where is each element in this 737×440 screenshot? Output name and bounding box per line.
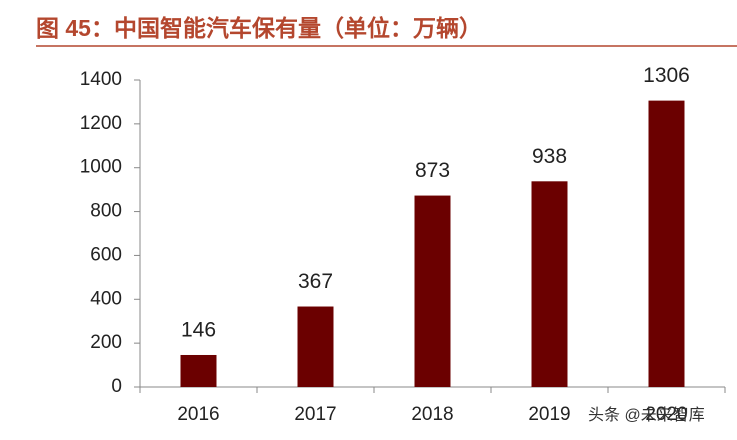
- x-tick-label: 2016: [177, 404, 219, 425]
- x-tick-label: 2019: [528, 404, 570, 425]
- value-label: 873: [415, 159, 450, 182]
- value-label: 938: [532, 145, 567, 168]
- y-tick-label: 1200: [80, 113, 122, 134]
- value-label: 367: [298, 270, 333, 293]
- chart-title: 图 45：中国智能汽车保有量（单位：万辆）: [36, 15, 482, 41]
- bar: [180, 354, 217, 387]
- bar: [297, 306, 334, 387]
- y-tick-label: 400: [90, 288, 122, 309]
- y-tick-label: 600: [90, 244, 122, 265]
- bar: [531, 181, 568, 387]
- y-tick-label: 200: [90, 332, 122, 353]
- bar: [414, 195, 451, 387]
- watermark: 头条 @未来智库: [588, 406, 705, 424]
- value-label: 146: [181, 319, 216, 342]
- y-tick-label: 800: [90, 201, 122, 222]
- x-tick-label: 2017: [294, 404, 336, 425]
- x-tick-label: 2018: [411, 404, 453, 425]
- bar: [648, 100, 685, 387]
- x-tick-label: 2020: [645, 404, 687, 425]
- value-label: 1306: [643, 64, 690, 87]
- y-tick-label: 1400: [80, 69, 122, 90]
- y-tick-label: 0: [111, 376, 122, 397]
- y-tick-label: 1000: [80, 157, 122, 178]
